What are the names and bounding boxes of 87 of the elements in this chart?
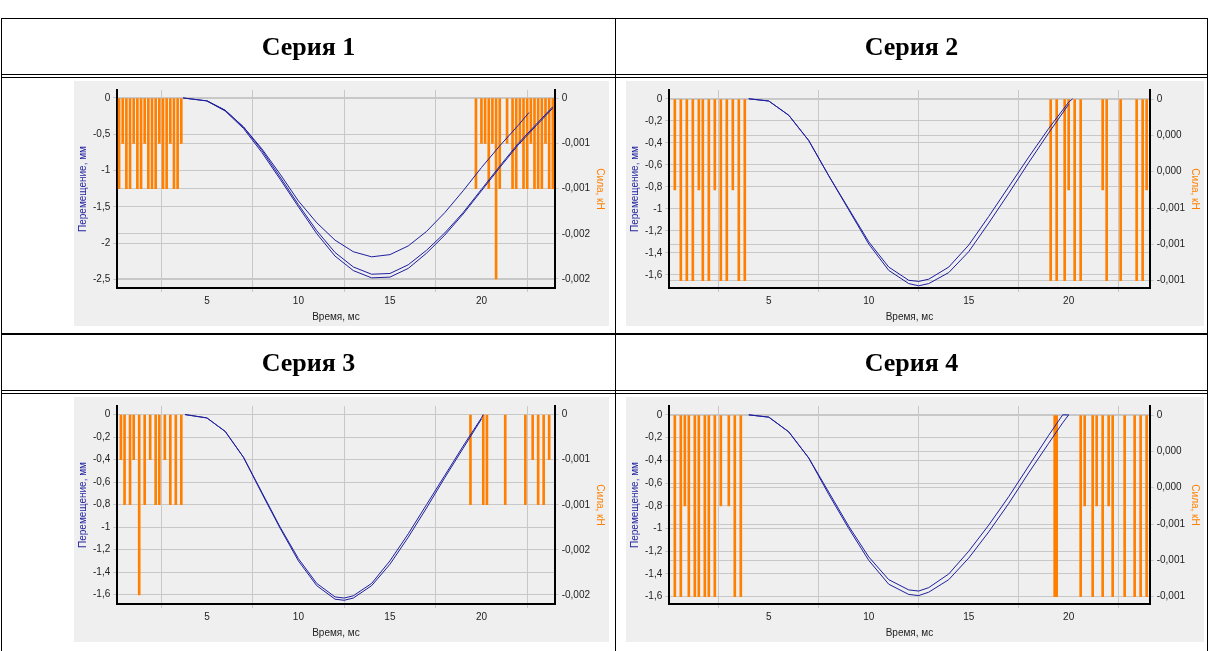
y2-axis-title: Сила, кН (1190, 484, 1202, 526)
y2-tick-label: -0,001 (1156, 554, 1186, 566)
y2-tick-label: 0 (1156, 92, 1163, 104)
y2-tick-label: -0,001 (1156, 274, 1186, 286)
y-axis-title: Перемещение, мм (628, 145, 640, 232)
y2-tick-label: 0,000 (1156, 129, 1183, 141)
y2-tick-label: -0,002 (561, 588, 591, 600)
x-axis-title: Время, мс (312, 626, 360, 638)
y-tick-label: 0 (104, 408, 111, 420)
y-tick-label: -0,6 (645, 476, 663, 488)
x-axis-title: Время, мс (885, 310, 934, 322)
chart-title: Серия 2 (616, 19, 1207, 78)
x-tick-label: 10 (863, 294, 875, 306)
y2-tick-label: -0,001 (561, 498, 591, 510)
x-tick-label: 10 (292, 294, 305, 306)
y-tick-label: -1 (653, 202, 663, 214)
y2-tick-label: 0 (561, 91, 568, 103)
chart-title: Серия 1 (2, 19, 615, 78)
y2-tick-label: 0,000 (1156, 481, 1183, 493)
y-axis-title: Перемещение, мм (76, 461, 88, 548)
y2-axis-title: Сила, кН (1190, 168, 1202, 210)
y-tick-label: 0 (656, 92, 663, 104)
y2-tick-label: -0,002 (561, 543, 591, 555)
x-tick-label: 5 (766, 294, 773, 306)
x-tick-label: 10 (863, 610, 875, 622)
y2-tick-label: -0,001 (1156, 238, 1186, 250)
x-tick-label: 20 (1063, 294, 1075, 306)
y2-tick-label: 0,000 (1156, 445, 1183, 457)
y2-tick-label: -0,001 (1156, 590, 1186, 602)
y2-tick-label: -0,002 (561, 227, 591, 239)
y-tick-label: -1,2 (645, 224, 663, 236)
y-tick-label: -0,4 (645, 136, 663, 148)
y-tick-label: -1,4 (645, 567, 663, 579)
x-tick-label: 15 (384, 294, 396, 306)
y-tick-label: -1,6 (93, 588, 111, 600)
y-tick-label: -0,4 (645, 454, 663, 466)
y2-tick-label: -0,001 (561, 182, 591, 194)
x-tick-label: 15 (384, 610, 396, 622)
y-tick-label: -0,4 (93, 453, 111, 465)
y-tick-label: -2,5 (93, 273, 111, 285)
x-axis-title: Время, мс (885, 626, 934, 638)
y-axis-title: Перемещение, мм (76, 145, 88, 232)
x-tick-label: 5 (204, 294, 211, 306)
y-tick-label: -1,4 (645, 246, 663, 258)
y-tick-label: 0 (104, 91, 111, 103)
y-tick-label: 0 (656, 408, 663, 420)
y2-tick-label: -0,001 (561, 453, 591, 465)
x-tick-label: 5 (204, 610, 211, 622)
x-tick-label: 15 (963, 294, 975, 306)
y-tick-label: -1 (101, 164, 111, 176)
y-tick-label: -0,8 (645, 180, 663, 192)
chart-title: Серия 4 (616, 335, 1207, 394)
y-tick-label: -0,6 (645, 158, 663, 170)
y-tick-label: -0,2 (645, 114, 663, 126)
y-tick-label: -1,4 (93, 565, 111, 577)
y2-tick-label: -0,002 (561, 272, 591, 284)
y-tick-label: -0,6 (93, 475, 111, 487)
y-tick-label: -1 (653, 522, 663, 534)
y-tick-label: -0,2 (93, 430, 111, 442)
x-axis-title: Время, мс (312, 310, 360, 322)
x-tick-label: 20 (475, 610, 488, 622)
y-tick-label: -1,5 (93, 200, 111, 212)
y-tick-label: -1,2 (93, 543, 111, 555)
y-tick-label: -0,8 (645, 499, 663, 511)
y-tick-label: -1,2 (645, 545, 663, 557)
x-tick-label: 20 (1063, 610, 1075, 622)
y-tick-label: -0,5 (93, 127, 111, 139)
y-axis-title: Перемещение, мм (628, 461, 640, 548)
y2-tick-label: 0 (561, 408, 568, 420)
y2-tick-label: -0,001 (561, 137, 591, 149)
y2-tick-label: 0,000 (1156, 165, 1183, 177)
y2-tick-label: -0,001 (1156, 201, 1186, 213)
x-tick-label: 5 (766, 610, 773, 622)
x-tick-label: 10 (292, 610, 305, 622)
y2-tick-label: 0 (1156, 408, 1163, 420)
x-tick-label: 20 (475, 294, 488, 306)
y2-axis-title: Сила, кН (595, 168, 607, 210)
chart-title: Серия 3 (2, 335, 615, 394)
y2-tick-label: -0,001 (1156, 517, 1186, 529)
y-tick-label: -0,2 (645, 431, 663, 443)
y2-axis-title: Сила, кН (595, 484, 607, 526)
y-tick-label: -1,6 (645, 268, 663, 280)
y-tick-label: -0,8 (93, 498, 111, 510)
y-tick-label: -2 (101, 236, 111, 248)
y-tick-label: -1 (101, 520, 111, 532)
y-tick-label: -1,6 (645, 590, 663, 602)
x-tick-label: 15 (963, 610, 975, 622)
